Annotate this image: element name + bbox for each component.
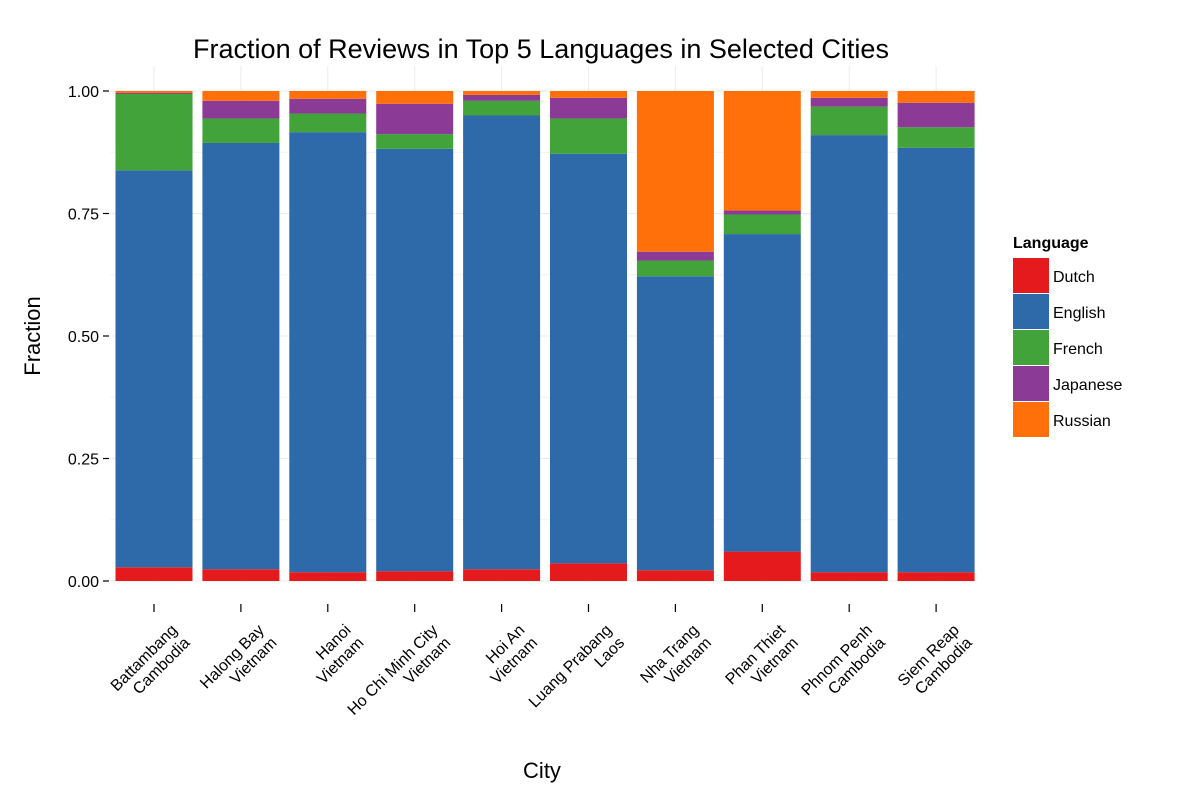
bar-segment-english xyxy=(897,147,975,573)
legend-swatch xyxy=(1013,402,1049,437)
bar-segment-french xyxy=(636,260,714,277)
bar-segment-french xyxy=(289,113,367,133)
legend: Language Dutch English French Japanese Russi… xyxy=(1013,235,1122,437)
bar-segment-english xyxy=(202,142,280,570)
x-tick-label: Phnom PenhCambodia xyxy=(799,622,889,712)
bar-segment-russian xyxy=(289,91,367,99)
x-tick-label: HanoiVietnam xyxy=(301,622,367,688)
bar-stack xyxy=(810,91,888,581)
bar-stack xyxy=(289,91,367,581)
legend-label: English xyxy=(1053,305,1105,322)
bar-segment-english xyxy=(810,135,888,573)
bar-segment-dutch xyxy=(202,569,280,581)
bar-segment-dutch xyxy=(115,567,193,581)
bar-segment-french xyxy=(115,93,193,171)
legend-title: Language xyxy=(1013,235,1089,252)
legend-item-japanese: Japanese xyxy=(1013,366,1122,401)
bar-segment-japanese xyxy=(115,92,193,94)
bar-segment-dutch xyxy=(463,569,541,581)
bar-segment-japanese xyxy=(636,251,714,261)
legend-label: Japanese xyxy=(1053,377,1122,394)
bar-segment-french xyxy=(810,106,888,136)
chart-title: Fraction of Reviews in Top 5 Languages i… xyxy=(193,34,889,64)
bar-segment-english xyxy=(463,115,541,570)
legend-swatch xyxy=(1013,366,1049,401)
bar-segment-japanese xyxy=(202,100,280,119)
x-tick-label: BattambangCambodia xyxy=(108,622,194,708)
legend-label: Russian xyxy=(1053,413,1111,430)
bar-segment-russian xyxy=(463,91,541,95)
bar-segment-english xyxy=(289,132,367,573)
y-tick-label: 0.00 xyxy=(68,574,99,591)
bar-segment-russian xyxy=(202,91,280,101)
bar-stack xyxy=(202,91,280,581)
bars xyxy=(115,91,975,581)
legend-item-french: French xyxy=(1013,330,1103,365)
bar-segment-english xyxy=(723,234,801,552)
bar-segment-japanese xyxy=(463,94,541,101)
bar-segment-russian xyxy=(636,91,714,252)
x-tick-label: Nha TrangVietnam xyxy=(637,622,715,700)
legend-label: French xyxy=(1053,341,1103,358)
bar-stack xyxy=(115,91,193,581)
bar-segment-russian xyxy=(810,91,888,98)
bar-segment-japanese xyxy=(550,97,627,119)
bar-segment-dutch xyxy=(550,563,627,581)
bar-segment-english xyxy=(115,170,193,568)
legend-item-english: English xyxy=(1013,294,1105,329)
bar-segment-japanese xyxy=(289,98,367,114)
bar-segment-english xyxy=(376,148,454,572)
bar-segment-japanese xyxy=(376,103,454,135)
x-tick-label: Phan ThietVietnam xyxy=(723,621,803,701)
y-axis-title: Fraction xyxy=(20,296,45,375)
bar-segment-french xyxy=(463,100,541,116)
bar-stack xyxy=(897,91,975,581)
bar-stack xyxy=(463,91,541,581)
bar-segment-dutch xyxy=(376,571,454,581)
legend-label: Dutch xyxy=(1053,269,1095,286)
bar-segment-russian xyxy=(897,91,975,103)
bar-segment-russian xyxy=(550,91,627,98)
bar-segment-french xyxy=(723,214,801,235)
x-tick-label: Siem ReapCambodia xyxy=(895,622,976,703)
bar-segment-french xyxy=(202,118,280,143)
bar-segment-japanese xyxy=(810,97,888,107)
bar-segment-french xyxy=(376,134,454,149)
bar-segment-english xyxy=(636,276,714,571)
bar-segment-japanese xyxy=(723,210,801,215)
y-tick-label: 0.75 xyxy=(68,207,99,224)
legend-swatch xyxy=(1013,258,1049,293)
bar-segment-japanese xyxy=(897,102,975,128)
x-axis-title: City xyxy=(523,758,561,783)
y-tick-label: 0.25 xyxy=(68,452,99,469)
bar-segment-dutch xyxy=(897,572,975,581)
bar-segment-english xyxy=(550,153,627,564)
bar-segment-russian xyxy=(115,91,193,93)
bar-segment-dutch xyxy=(810,572,888,581)
y-tick-label: 1.00 xyxy=(68,84,99,101)
bar-segment-dutch xyxy=(636,570,714,581)
bar-stack xyxy=(636,91,714,581)
legend-item-dutch: Dutch xyxy=(1013,258,1095,293)
legend-swatch xyxy=(1013,294,1049,329)
bar-segment-dutch xyxy=(289,572,367,581)
x-tick-label: Luang PrabangLaos xyxy=(526,622,628,724)
bar-segment-french xyxy=(550,118,627,154)
bar-segment-russian xyxy=(376,91,454,104)
bar-stack xyxy=(550,91,627,581)
x-tick-label: Ho Chi Minh CityVietnam xyxy=(345,622,455,732)
bar-segment-russian xyxy=(723,91,801,211)
legend-item-russian: Russian xyxy=(1013,402,1111,437)
bar-segment-french xyxy=(897,127,975,148)
x-tick-label: Halong BayVietnam xyxy=(197,622,280,705)
bar-segment-dutch xyxy=(723,551,801,581)
y-tick-label: 0.50 xyxy=(68,329,99,346)
bar-stack xyxy=(723,91,801,581)
legend-swatch xyxy=(1013,330,1049,365)
x-tick-label: Hoi AnVietnam xyxy=(475,622,541,688)
bar-stack xyxy=(376,91,454,581)
